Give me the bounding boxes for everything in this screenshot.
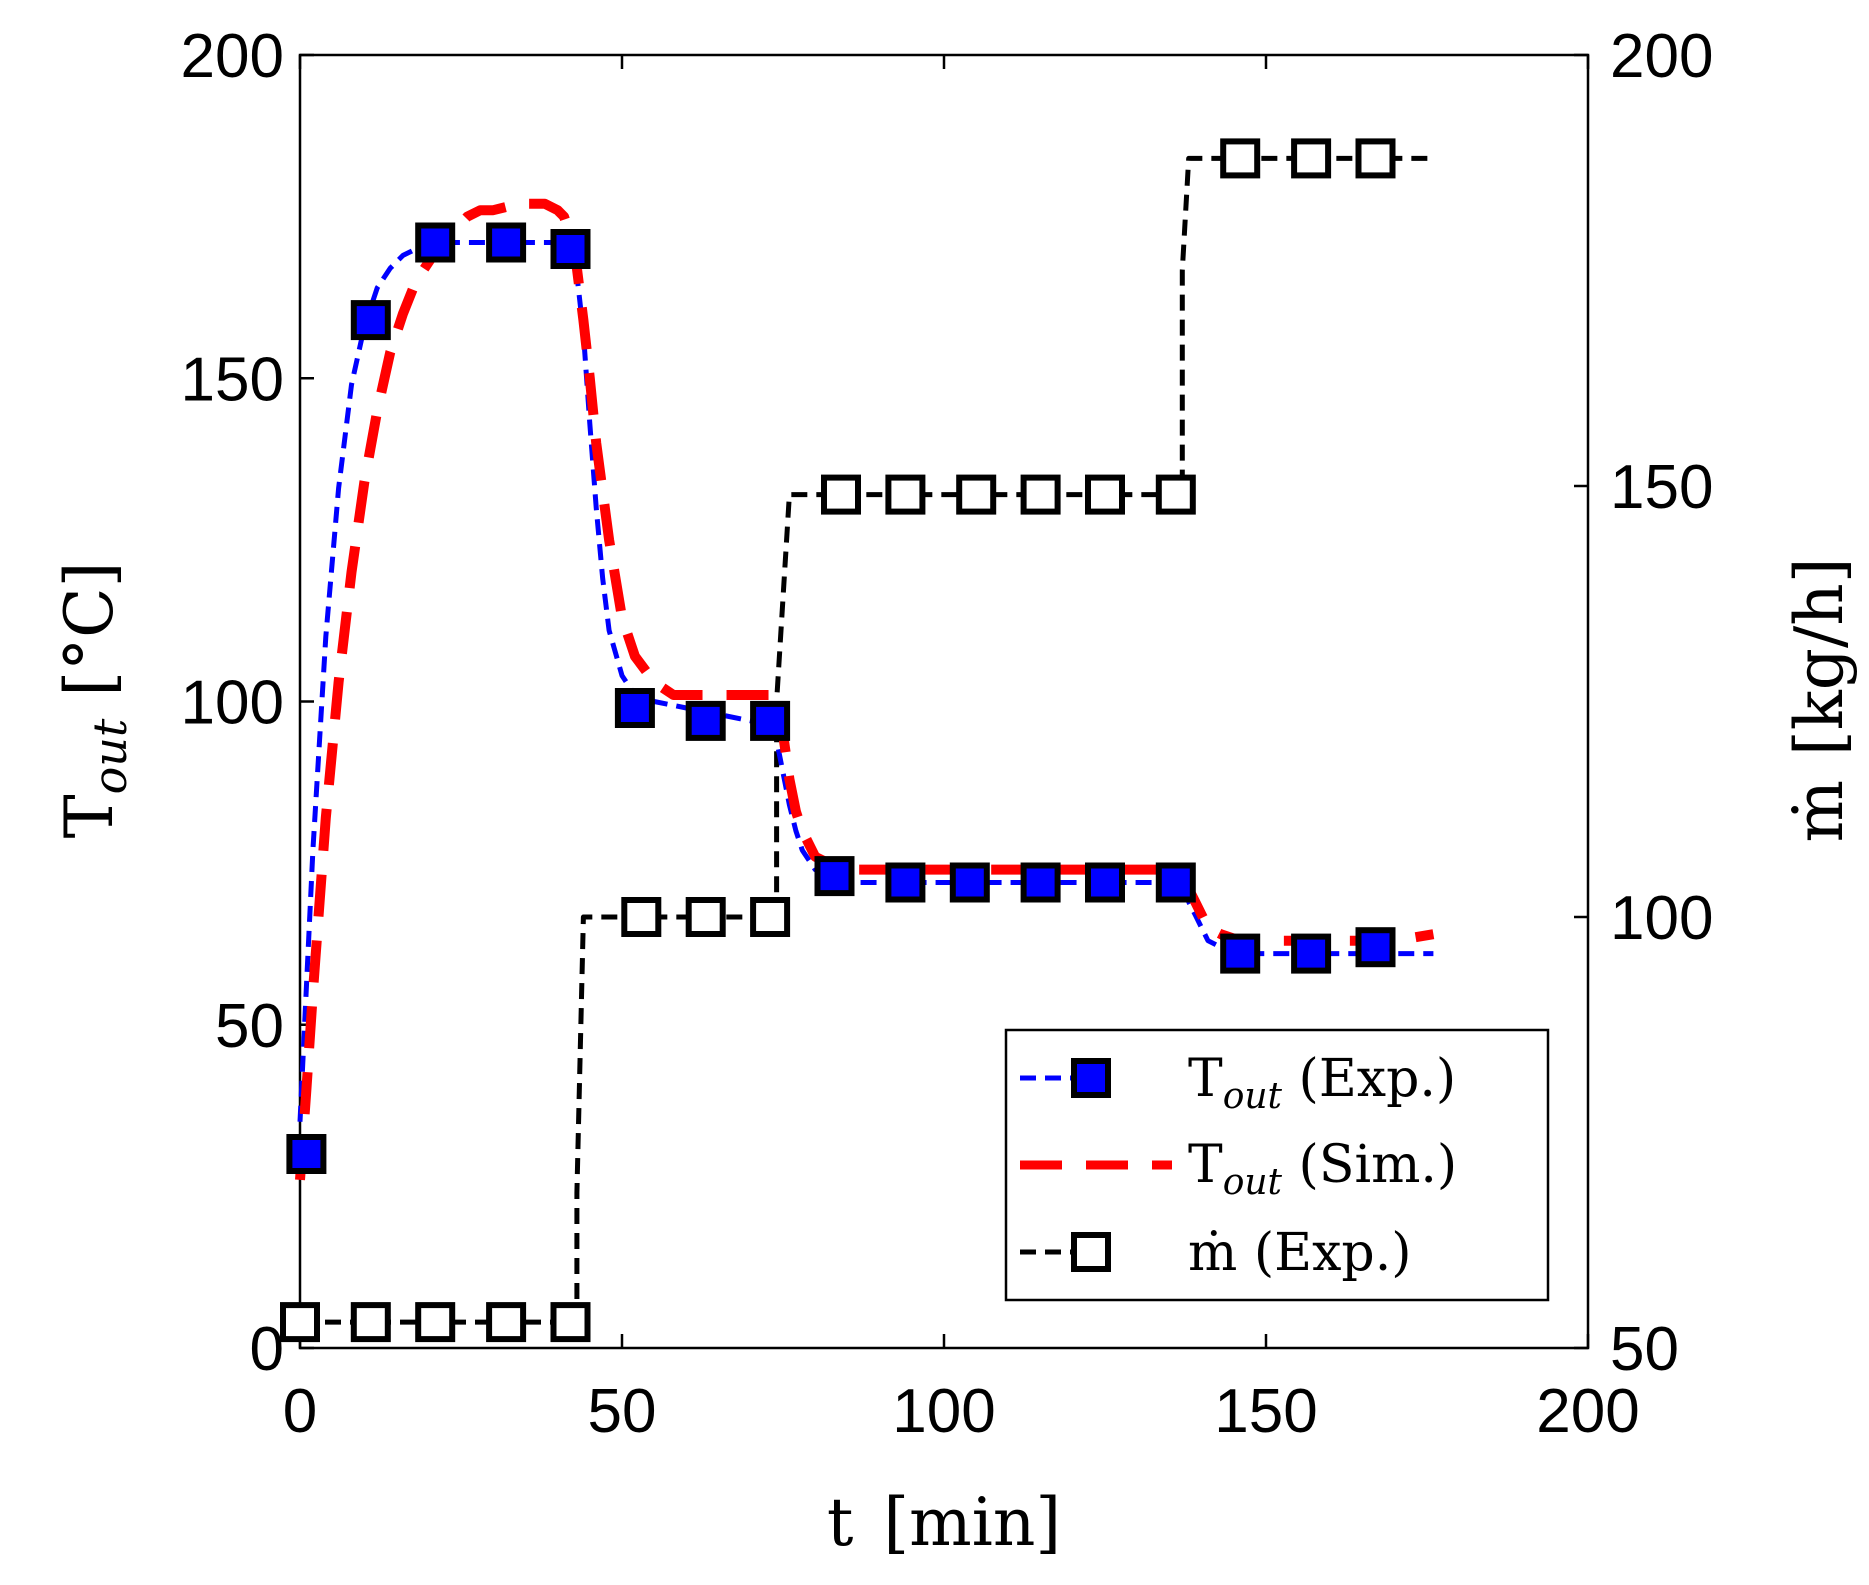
series-marker-0 (885, 862, 926, 903)
series-marker-2 (956, 474, 997, 515)
y-left-axis-label: Tout [°C] (51, 562, 137, 839)
x-tick-label: 0 (283, 1377, 317, 1446)
series-marker-0 (685, 700, 726, 741)
x-tick-label: 100 (892, 1377, 995, 1446)
y-right-axis-label-unit: [kg/h] (1781, 557, 1858, 755)
y-right-axis-label: ṁ [kg/h] (1781, 557, 1858, 842)
series-marker-2 (350, 1302, 391, 1343)
series-marker-0 (750, 700, 791, 741)
series-marker-2 (1355, 138, 1396, 179)
y-right-tick-label: 200 (1610, 22, 1713, 91)
series-marker-2 (1085, 474, 1125, 515)
series-marker-0 (486, 222, 527, 263)
legend-entry-mdot: ṁ (Exp.) (1188, 1223, 1412, 1283)
y-left-tick-label: 150 (181, 345, 284, 414)
legend-swatch-marker-mdot (1071, 1232, 1111, 1272)
x-tick-label: 50 (588, 1377, 657, 1446)
legend-entry-exp-sub: out (1223, 1076, 1283, 1117)
legend-entry-exp-main: T (1188, 1049, 1223, 1109)
series-marker-0 (949, 862, 990, 903)
series-marker-2 (550, 1302, 591, 1343)
series-marker-0 (1020, 862, 1061, 903)
series-marker-2 (821, 474, 861, 515)
y-right-tick-label: 50 (1610, 1315, 1679, 1384)
legend-entry-exp: Tout (Exp.) (1188, 1049, 1456, 1117)
series-marker-0 (415, 222, 456, 263)
legend-entry-sim-sub: out (1223, 1162, 1283, 1203)
legend-entry-mdot-suffix: (Exp.) (1237, 1223, 1411, 1283)
series-marker-0 (1291, 933, 1332, 974)
x-axis-label-unit: [min] (883, 1484, 1061, 1561)
series-marker-2 (1020, 474, 1061, 515)
y-left-tick-label: 200 (181, 22, 284, 91)
series-marker-2 (885, 474, 926, 515)
series-layer (280, 138, 1435, 1343)
legend-entry-sim-suffix: (Sim.) (1282, 1135, 1457, 1195)
series-marker-0 (614, 688, 655, 728)
series-marker-0 (550, 229, 591, 269)
y-left-axis-label-unit: [°C] (51, 562, 128, 697)
series-marker-2 (1220, 138, 1261, 179)
legend-entry-mdot-main: ṁ (1188, 1223, 1237, 1283)
x-tick-label: 150 (1214, 1377, 1317, 1446)
y-left-tick-label: 50 (215, 992, 284, 1061)
y-left-tick-label: 100 (181, 669, 284, 738)
legend: Tout (Exp.) Tout (Sim.) ṁ (Exp.) (1004, 1028, 1550, 1302)
series-marker-2 (1155, 474, 1196, 515)
y-left-axis-label-sub: out (83, 718, 137, 794)
legend-entry-sim: Tout (Sim.) (1188, 1135, 1457, 1203)
series-marker-2 (750, 897, 791, 937)
x-tick-labels: 0 50 100 150 200 (283, 1377, 1640, 1446)
x-axis-label: t [min] (827, 1484, 1061, 1561)
series-marker-0 (1220, 933, 1261, 974)
series-marker-0 (1155, 862, 1196, 903)
series-marker-2 (621, 897, 662, 937)
series-marker-0 (814, 856, 855, 897)
y-right-axis-label-main: ṁ (1781, 780, 1858, 843)
y-left-tick-label: 0 (250, 1315, 284, 1384)
y-right-tick-label: 150 (1610, 453, 1713, 522)
y-left-axis-label-main: T (51, 794, 128, 838)
legend-entry-exp-suffix: (Exp.) (1282, 1049, 1456, 1109)
series-marker-0 (1085, 862, 1125, 903)
series-marker-2 (280, 1302, 320, 1343)
series-marker-2 (415, 1302, 456, 1343)
y-right-tick-labels: 50 100 150 200 (1610, 22, 1713, 1384)
series-marker-0 (350, 300, 391, 341)
x-axis-label-main: t (827, 1484, 854, 1561)
legend-swatch-marker-exp (1071, 1058, 1111, 1098)
series-marker-2 (486, 1302, 527, 1343)
y-left-tick-labels: 0 50 100 150 200 (181, 22, 284, 1384)
series-marker-0 (286, 1134, 327, 1174)
series-marker-2 (685, 897, 726, 937)
x-tick-label: 200 (1536, 1377, 1639, 1446)
y-right-tick-label: 100 (1610, 884, 1713, 953)
series-marker-2 (1291, 138, 1332, 179)
legend-entry-sim-main: T (1188, 1135, 1223, 1195)
series-marker-0 (1355, 927, 1396, 968)
